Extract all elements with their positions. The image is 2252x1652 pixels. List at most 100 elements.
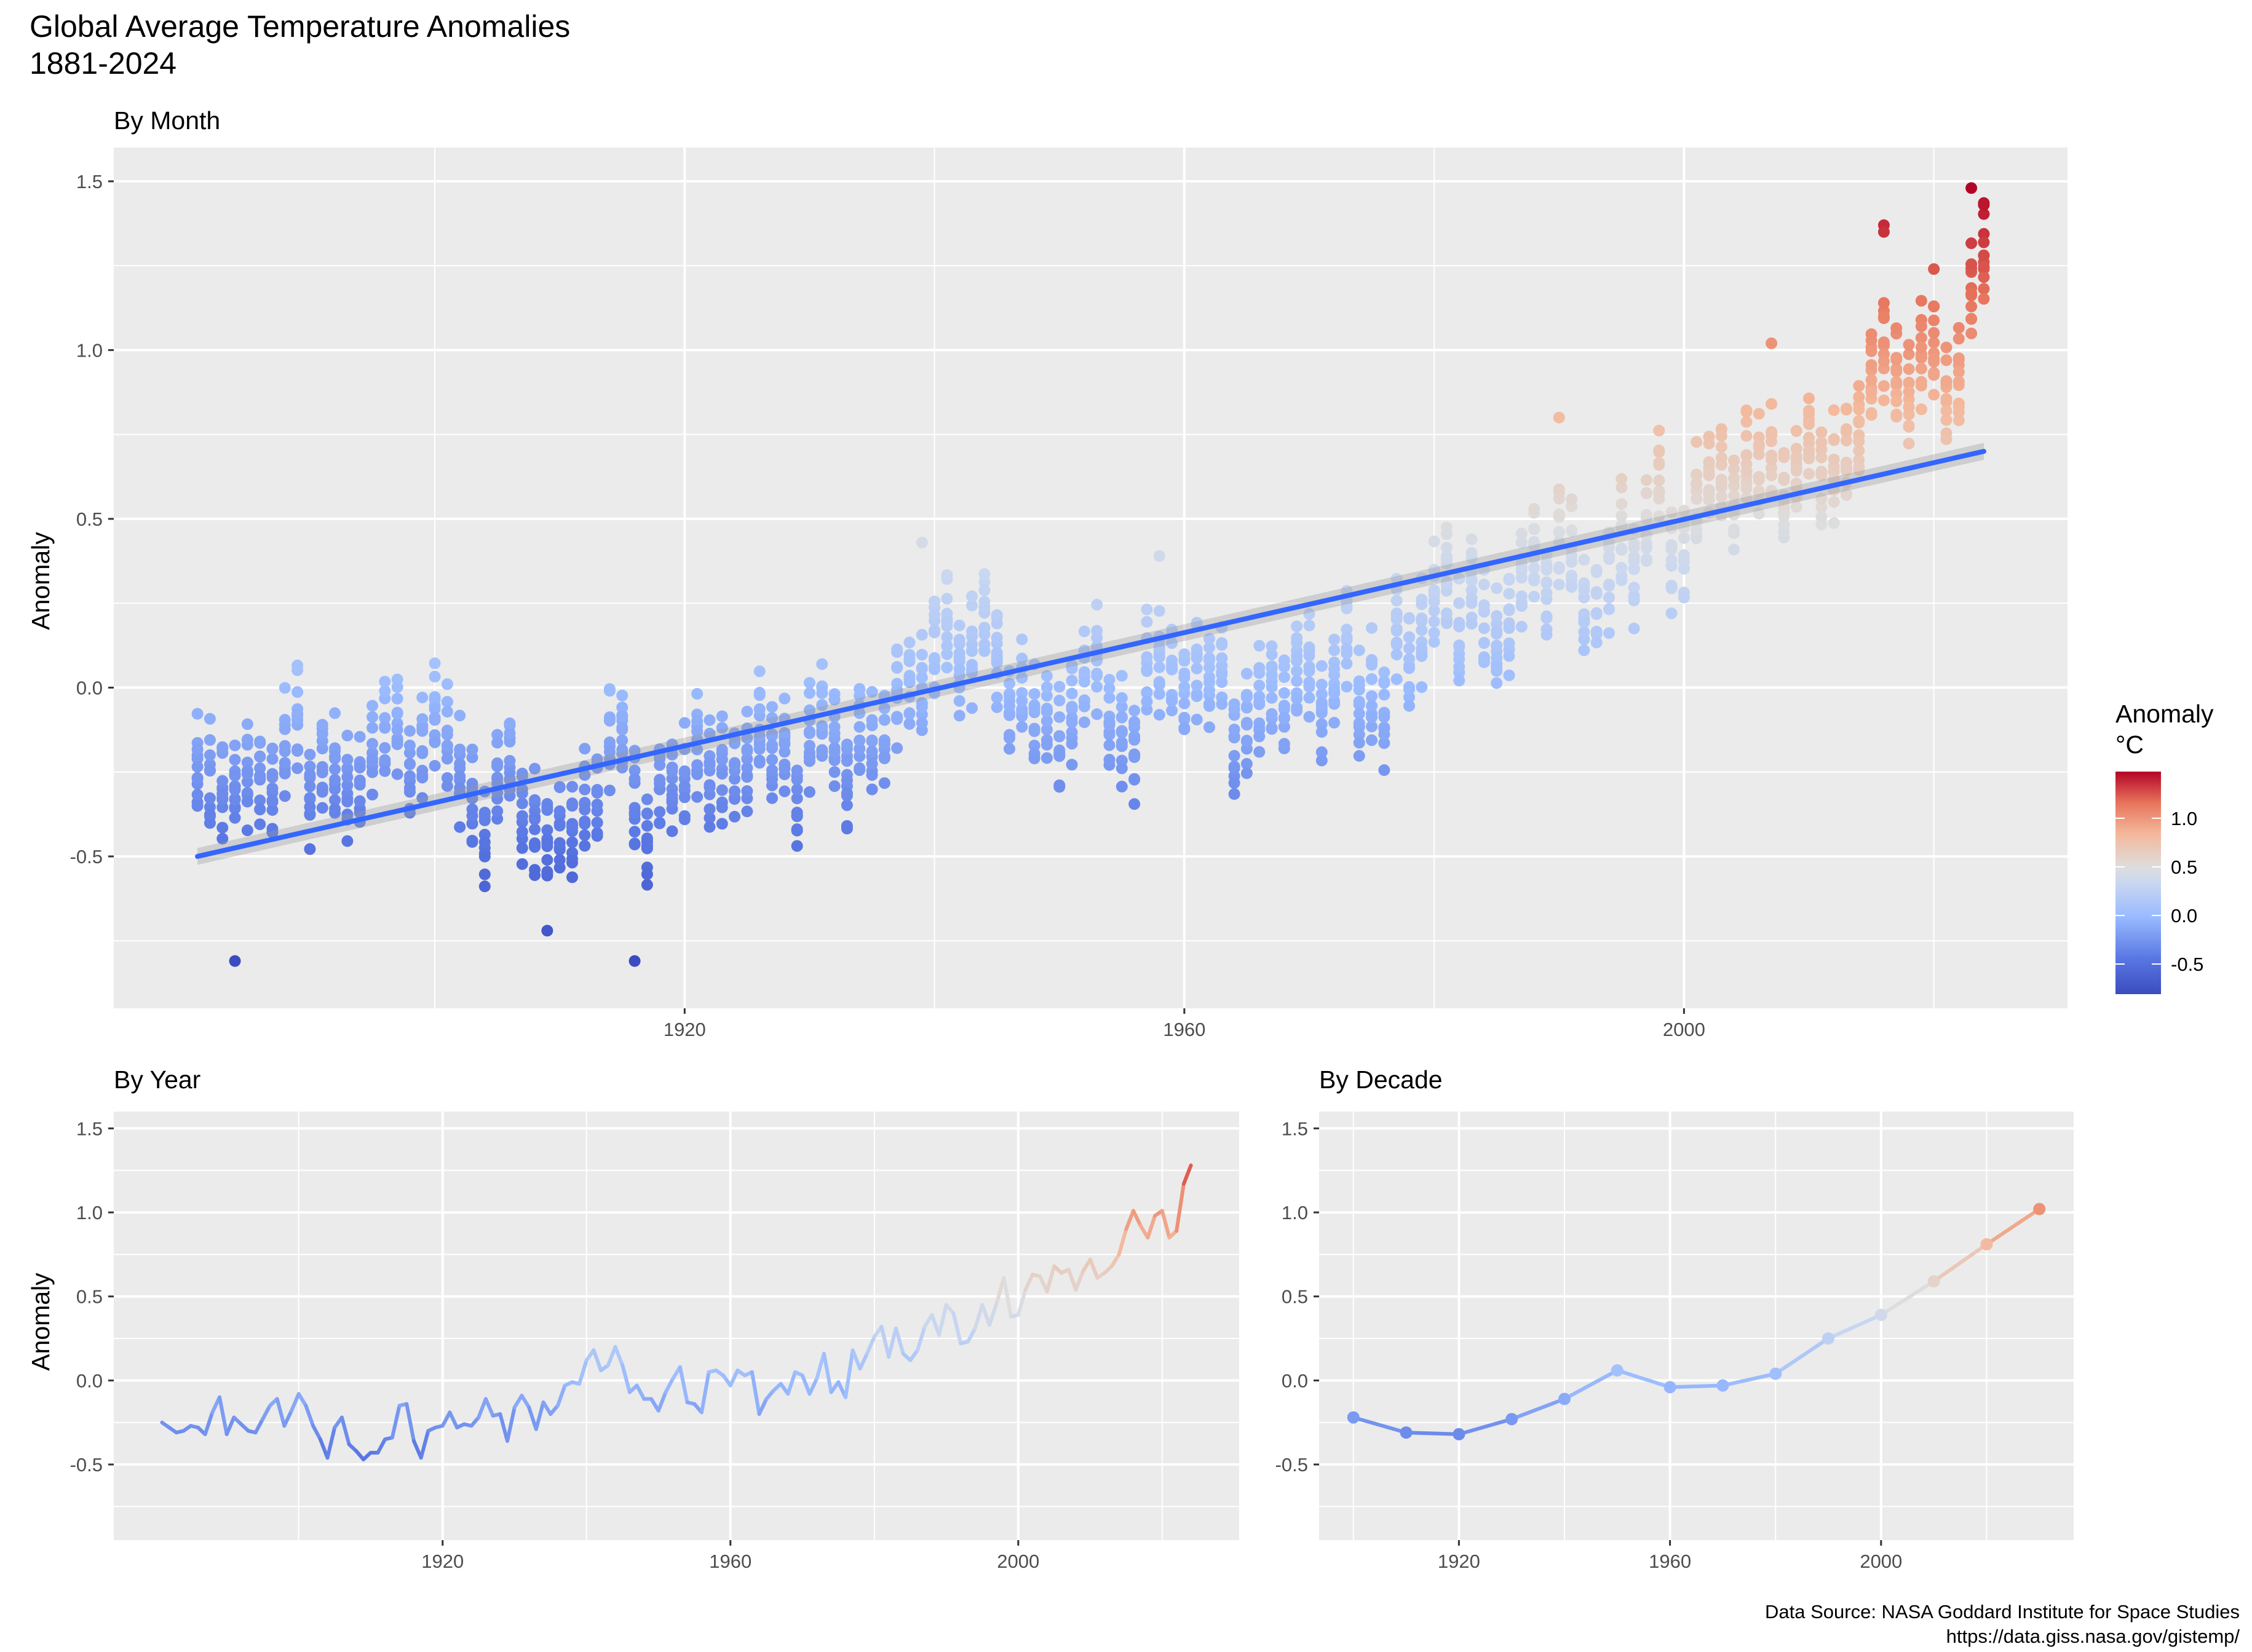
- month-point: [1903, 339, 1915, 351]
- month-point: [1366, 721, 1378, 733]
- month-point: [1853, 435, 1865, 448]
- month-point: [579, 840, 591, 852]
- month-point: [603, 683, 616, 695]
- month-point: [1328, 633, 1341, 646]
- month-point: [1240, 668, 1253, 680]
- month-point: [341, 754, 354, 766]
- month-point: [878, 777, 890, 789]
- decade-point: [1927, 1275, 1940, 1288]
- month-point: [1428, 536, 1440, 548]
- month-point: [304, 801, 316, 813]
- month-point: [516, 787, 528, 799]
- month-point: [1865, 359, 1877, 371]
- month-point: [1003, 709, 1015, 721]
- month-point: [803, 677, 815, 689]
- month-point: [1041, 715, 1053, 727]
- month-point: [1016, 695, 1028, 707]
- month-point: [1740, 416, 1753, 428]
- month-point: [1840, 403, 1852, 415]
- month-point: [1203, 676, 1215, 689]
- month-point: [341, 808, 354, 821]
- panel-year: 1920 1960 2000 -0.5 0.0 0.5 1.0 1.5: [70, 1112, 1239, 1572]
- month-point: [1616, 542, 1628, 555]
- decade-line-segment: [1510, 1397, 1566, 1421]
- month-point: [579, 829, 591, 841]
- month-point: [1678, 532, 1690, 544]
- month-point: [1691, 493, 1703, 505]
- month-point: [1903, 421, 1915, 433]
- month-point: [1403, 653, 1415, 665]
- month-point: [254, 769, 266, 781]
- month-point: [729, 759, 741, 772]
- month-point: [441, 740, 453, 752]
- month-point: [1440, 617, 1453, 630]
- month-point: [753, 689, 766, 702]
- month-point: [903, 708, 916, 720]
- month-point: [1890, 408, 1903, 421]
- month-point: [516, 770, 528, 783]
- month-point: [803, 727, 815, 740]
- month-point: [1016, 672, 1028, 684]
- caption-source: Data Source: NASA Goddard Institute for …: [1765, 1601, 2240, 1622]
- month-point: [504, 735, 516, 748]
- month-point: [766, 701, 779, 713]
- month-point: [229, 812, 241, 824]
- month-point: [1877, 297, 1890, 309]
- month-point: [1166, 695, 1178, 707]
- month-point: [1778, 510, 1790, 523]
- month-point: [1103, 692, 1116, 704]
- month-point: [866, 735, 878, 747]
- month-point: [229, 802, 241, 815]
- month-point: [254, 735, 266, 748]
- month-point: [716, 753, 728, 765]
- month-point: [1216, 639, 1228, 651]
- month-point: [1590, 636, 1603, 649]
- month-point: [1178, 648, 1191, 660]
- month-point: [641, 807, 653, 820]
- month-point: [1803, 418, 1815, 430]
- month-point: [741, 762, 753, 774]
- month-point: [1266, 722, 1278, 734]
- month-point: [391, 706, 403, 719]
- month-point: [1366, 734, 1378, 746]
- month-point: [341, 788, 354, 800]
- month-point: [866, 686, 878, 698]
- year-line-segment: [218, 1395, 229, 1436]
- month-point: [1291, 655, 1303, 667]
- month-point: [379, 754, 391, 766]
- month-point: [854, 762, 866, 774]
- month-point: [1815, 518, 1828, 531]
- month-point: [216, 821, 229, 834]
- month-point: [204, 749, 216, 761]
- legend-label: 0.0: [2171, 905, 2197, 927]
- month-point: [329, 707, 341, 719]
- month-point: [779, 738, 791, 750]
- decade-point: [1980, 1238, 1993, 1251]
- month-point: [1503, 670, 1515, 682]
- month-point: [1078, 700, 1090, 713]
- month-point: [1578, 616, 1590, 628]
- year-line-segment: [275, 1397, 287, 1428]
- month-point: [1728, 454, 1740, 467]
- month-point: [678, 813, 691, 826]
- month-point: [216, 788, 229, 800]
- month-point: [966, 645, 978, 657]
- month-point: [1203, 662, 1215, 674]
- month-point: [491, 757, 504, 769]
- month-point: [841, 799, 853, 812]
- month-point: [1915, 403, 1927, 416]
- month-point: [1440, 607, 1453, 620]
- month-point: [1328, 717, 1341, 729]
- month-point: [204, 734, 216, 746]
- month-point: [1016, 703, 1028, 716]
- year-line-segment: [282, 1409, 294, 1428]
- year-line-segment: [261, 1404, 272, 1421]
- month-point: [1503, 588, 1515, 600]
- month-point: [1653, 445, 1665, 457]
- month-point: [1603, 591, 1616, 604]
- month-point: [1228, 762, 1240, 775]
- month-point: [1303, 619, 1315, 631]
- month-point: [704, 714, 716, 726]
- month-point: [1691, 469, 1703, 481]
- month-point: [1403, 662, 1415, 674]
